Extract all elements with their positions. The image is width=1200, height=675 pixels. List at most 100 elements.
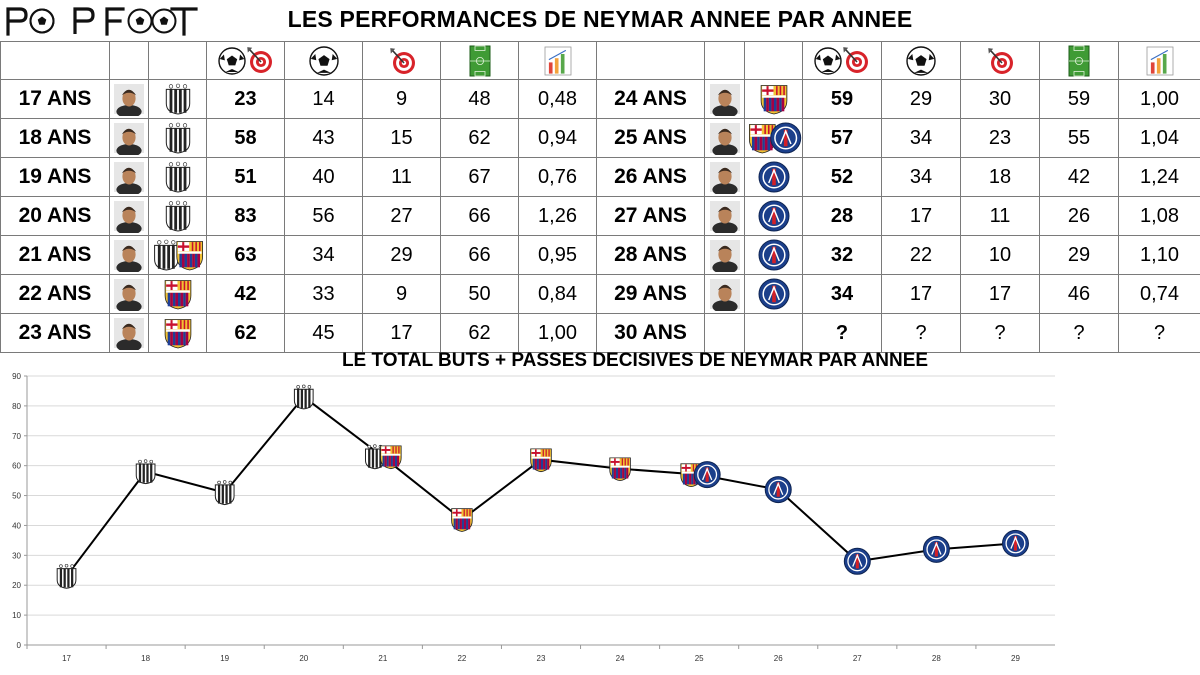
- header-age-cell: [0, 41, 110, 80]
- data-point: [922, 535, 950, 563]
- player-photo-icon: [709, 123, 740, 155]
- x-tick-label: 25: [695, 654, 704, 663]
- club-badges-icon: [164, 280, 192, 310]
- player-photo-icon: [114, 123, 144, 155]
- total-cell: 63: [206, 235, 285, 275]
- player-photo: [109, 274, 149, 314]
- assists-cell: 9: [362, 274, 441, 314]
- player-photo: [704, 118, 745, 158]
- table-row: 18 ANS 58 43 15 62 0,94 25 ANS 57 34 23 55 1,04: [0, 118, 1200, 158]
- club-badges-icon: [758, 200, 790, 232]
- goals-cell: 34: [284, 235, 363, 275]
- total-cell: 51: [206, 157, 285, 197]
- club-badges: [148, 196, 207, 236]
- data-point: [843, 547, 871, 575]
- player-photo: [704, 235, 745, 275]
- psg-marker-icon: [1001, 529, 1029, 557]
- y-tick-label: 90: [12, 372, 21, 381]
- club-badges: [744, 196, 803, 236]
- age-cell: 30 ANS: [596, 313, 705, 353]
- data-point: [293, 384, 314, 410]
- ratio-cell: 0,84: [518, 274, 597, 314]
- barca-marker-icon: [451, 508, 473, 532]
- matches-pitch-icon: [469, 45, 490, 76]
- line-chart: 0 10 20 30 40 50 60 70 80 90 17 18 19 20 21 22 23 24 25 26 2…: [12, 372, 1055, 663]
- player-photo-icon: [709, 84, 740, 116]
- header-goals-ball: [284, 41, 363, 80]
- goals-cell: 43: [284, 118, 363, 158]
- table-row: 19 ANS 51 40 11 67 0,76 26 ANS 52 34 18 42 1,24: [0, 157, 1200, 197]
- logo-glyphs: [6, 7, 198, 36]
- goals-cell: 22: [881, 235, 961, 275]
- goals-cell: 45: [284, 313, 363, 353]
- player-photo: [109, 157, 149, 197]
- table-row: 17 ANS 23 14 9 48 0,48 24 ANS 59 29 30 59 1,00: [0, 79, 1200, 119]
- player-photo-icon: [114, 279, 144, 311]
- club-badges: [744, 274, 803, 314]
- x-tick-label: 24: [616, 654, 625, 663]
- age-cell: 24 ANS: [596, 79, 705, 119]
- ratio-cell: 1,00: [518, 313, 597, 353]
- chart-axes: 0 10 20 30 40 50 60 70 80 90 17 18 19 20 21 22 23 24 25 26 2…: [12, 372, 1055, 663]
- age-cell: 23 ANS: [0, 313, 110, 353]
- series-points: [56, 384, 1029, 589]
- psg-badge-icon: [758, 278, 790, 310]
- table-header-row: [0, 41, 1200, 80]
- total-cell: 23: [206, 79, 285, 119]
- club-badges: [148, 274, 207, 314]
- barca-badge-icon: [164, 280, 192, 310]
- ratio-bar-chart-icon: [1146, 46, 1173, 75]
- santos-marker-icon: [135, 459, 156, 485]
- ratio-bar-chart-icon: [544, 46, 571, 75]
- table-row: 20 ANS 83 56 27 66 1,26 27 ANS 28 17 11 26 1,08: [0, 196, 1200, 236]
- ratio-cell: 1,08: [1118, 196, 1200, 236]
- data-point: [364, 444, 402, 470]
- goals-cell: 29: [881, 79, 961, 119]
- club-badges-icon: [165, 83, 191, 115]
- matches-cell: 26: [1039, 196, 1119, 236]
- player-photo-icon: [709, 162, 740, 194]
- age-cell: 17 ANS: [0, 79, 110, 119]
- player-photo: [704, 313, 745, 353]
- club-badges: [148, 157, 207, 197]
- assists-cell: 17: [362, 313, 441, 353]
- club-badges: [744, 118, 803, 158]
- goals-plus-assists-icon: [814, 46, 868, 75]
- assists-cell: 23: [960, 118, 1040, 158]
- club-badges: [744, 79, 803, 119]
- header-ratio-bar-chart: [1118, 41, 1200, 80]
- header-goals-ball: [881, 41, 961, 80]
- goals-plus-assists-icon: [217, 46, 272, 75]
- ratio-cell: 1,00: [1118, 79, 1200, 119]
- psg-marker-icon: [693, 461, 721, 489]
- assists-cell: 18: [960, 157, 1040, 197]
- table-row: 23 ANS 62 45 17 62 1,00 30 ANS?????: [0, 313, 1200, 353]
- x-tick-label: 22: [457, 654, 466, 663]
- santos-marker-icon: [293, 384, 314, 410]
- club-badges: [744, 235, 803, 275]
- santos-badge-icon: [165, 200, 191, 232]
- matches-cell: 66: [440, 235, 519, 275]
- age-cell: 18 ANS: [0, 118, 110, 158]
- total-cell: 83: [206, 196, 285, 236]
- barca-marker-icon: [380, 445, 402, 470]
- age-cell: 26 ANS: [596, 157, 705, 197]
- y-tick-label: 0: [17, 641, 22, 650]
- assists-cell: 30: [960, 79, 1040, 119]
- age-cell: 29 ANS: [596, 274, 705, 314]
- header-ratio-bar-chart: [518, 41, 597, 80]
- player-photo-icon: [709, 201, 740, 233]
- player-photo: [704, 157, 745, 197]
- club-badges-icon: [165, 200, 191, 232]
- total-cell: 58: [206, 118, 285, 158]
- ratio-cell: 1,26: [518, 196, 597, 236]
- age-cell: 28 ANS: [596, 235, 705, 275]
- x-tick-label: 20: [299, 654, 308, 663]
- data-point: [56, 563, 77, 589]
- assists-target-icon: [389, 47, 415, 74]
- ratio-cell: 0,48: [518, 79, 597, 119]
- header-goals-plus-assists: [802, 41, 882, 80]
- matches-pitch-icon: [1068, 45, 1090, 76]
- assists-cell: 27: [362, 196, 441, 236]
- x-tick-label: 19: [220, 654, 229, 663]
